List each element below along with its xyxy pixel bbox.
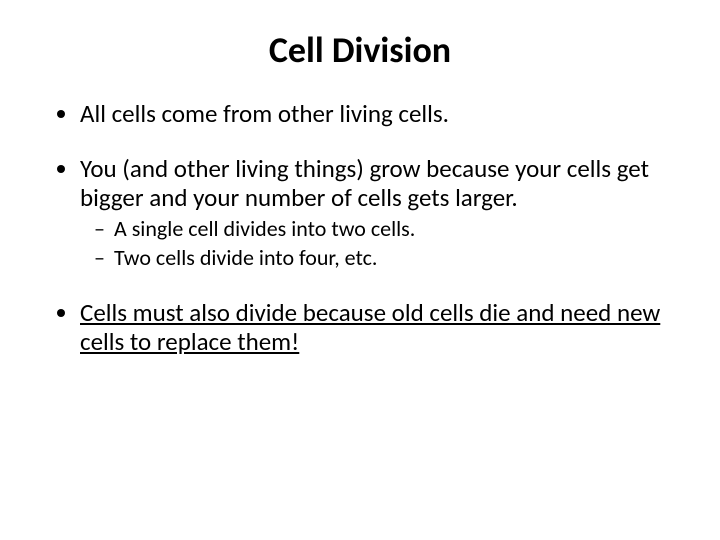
slide: Cell Division All cells come from other … [0, 0, 720, 540]
bullet-text: A single cell divides into two cells. [114, 215, 415, 242]
bullet-text: Two cells divide into four, etc. [114, 244, 377, 271]
list-item: All cells come from other living cells. [80, 100, 670, 129]
list-item: You (and other living things) grow becau… [80, 155, 670, 297]
bullet-text: You (and other living things) grow becau… [80, 153, 649, 213]
list-item: Two cells divide into four, etc. [114, 245, 670, 271]
bullet-text: Cells must also divide because old cells… [80, 297, 660, 357]
bullet-list: All cells come from other living cells. … [50, 100, 670, 357]
list-item: Cells must also divide because old cells… [80, 299, 670, 357]
sub-bullet-list: A single cell divides into two cells. Tw… [80, 216, 670, 271]
slide-title: Cell Division [50, 28, 670, 72]
list-item: A single cell divides into two cells. [114, 216, 670, 242]
bullet-text: All cells come from other living cells. [80, 98, 449, 129]
spacer [80, 273, 670, 297]
